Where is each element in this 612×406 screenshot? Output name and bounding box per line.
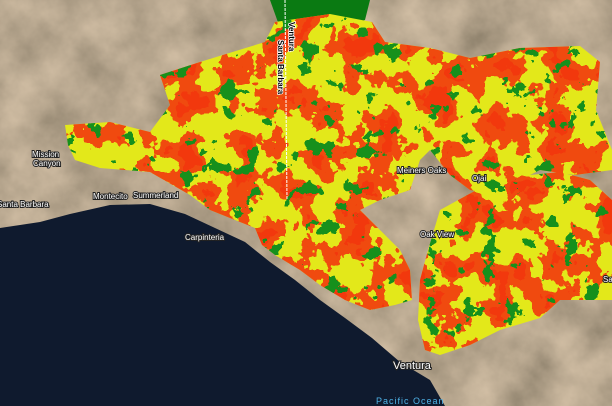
place-label: Montecito	[93, 192, 128, 201]
place-label: Carpinteria	[185, 233, 225, 242]
place-label: Meiners Oaks	[397, 166, 446, 175]
place-label: Summerland	[133, 191, 178, 200]
place-label: Sa	[603, 275, 612, 284]
place-label: Ventura	[287, 22, 296, 52]
place-label: Mission	[32, 150, 59, 159]
place-label: Ojai	[472, 174, 486, 183]
place-label: Santa Barbara	[0, 200, 49, 209]
place-label: Pacific Ocean	[376, 396, 445, 406]
place-label: Ventura	[393, 360, 432, 372]
place-label: Santa Barbara	[276, 40, 285, 95]
place-label: Canyon	[33, 159, 61, 168]
county-line	[284, 0, 288, 201]
ocean	[0, 204, 445, 406]
place-label: Oak View	[420, 230, 454, 239]
